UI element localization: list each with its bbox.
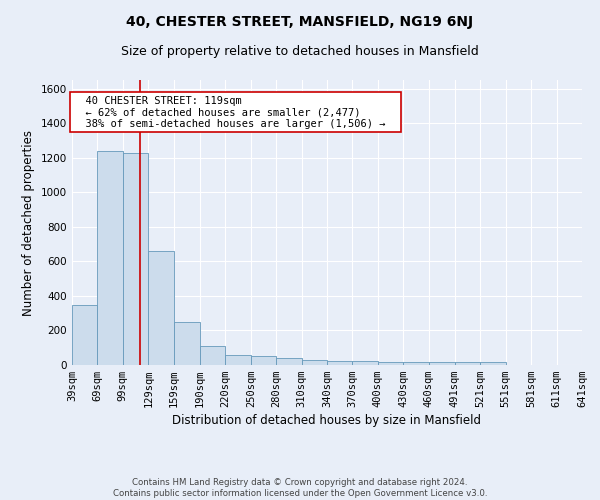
Bar — [123, 152, 148, 365]
Bar — [226, 354, 251, 365]
Bar — [403, 362, 428, 365]
Bar — [327, 360, 352, 365]
Bar — [72, 304, 97, 365]
Bar — [173, 322, 200, 365]
Text: Size of property relative to detached houses in Mansfield: Size of property relative to detached ho… — [121, 45, 479, 58]
X-axis label: Distribution of detached houses by size in Mansfield: Distribution of detached houses by size … — [173, 414, 482, 428]
Y-axis label: Number of detached properties: Number of detached properties — [22, 130, 35, 316]
Bar — [428, 362, 455, 365]
Text: 40 CHESTER STREET: 119sqm  
  ← 62% of detached houses are smaller (2,477)  
  3: 40 CHESTER STREET: 119sqm ← 62% of detac… — [73, 96, 398, 128]
Text: 40, CHESTER STREET, MANSFIELD, NG19 6NJ: 40, CHESTER STREET, MANSFIELD, NG19 6NJ — [127, 15, 473, 29]
Bar — [148, 251, 173, 365]
Bar — [302, 360, 327, 365]
Bar — [276, 358, 302, 365]
Bar — [251, 356, 276, 365]
Bar — [97, 151, 123, 365]
Bar — [481, 362, 506, 365]
Text: Contains HM Land Registry data © Crown copyright and database right 2024.
Contai: Contains HM Land Registry data © Crown c… — [113, 478, 487, 498]
Bar — [200, 346, 226, 365]
Bar — [352, 360, 378, 365]
Bar — [378, 362, 403, 365]
Bar — [455, 362, 481, 365]
